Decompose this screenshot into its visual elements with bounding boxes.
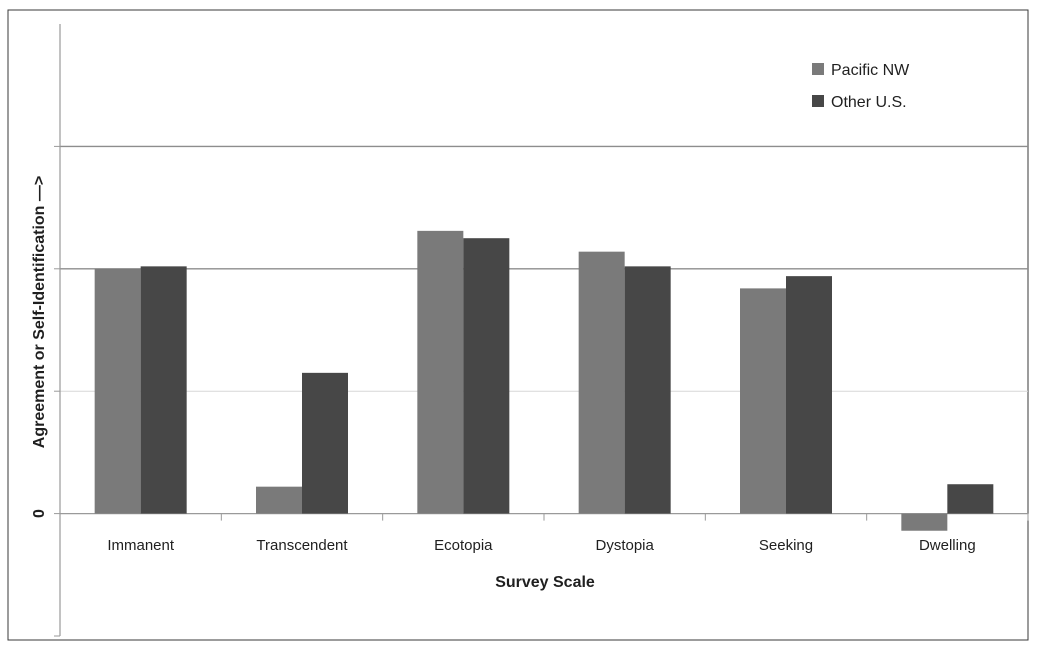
x-tick-label: Dwelling bbox=[919, 537, 976, 554]
bar-pacific-nw-immanent bbox=[94, 268, 141, 514]
legend-swatch bbox=[812, 63, 824, 75]
bar-pacific-nw-transcendent bbox=[256, 486, 302, 514]
x-axis-title: Survey Scale bbox=[495, 574, 595, 591]
x-tick-label: Ecotopia bbox=[434, 537, 493, 554]
y-tick-labels: 0 bbox=[31, 509, 48, 518]
x-tick-label: Seeking bbox=[759, 537, 813, 554]
x-tick-label: Transcendent bbox=[256, 537, 348, 554]
x-tick-label: Immanent bbox=[107, 537, 175, 554]
legend-label: Other U.S. bbox=[831, 94, 907, 111]
bar-pacific-nw-dystopia bbox=[578, 251, 625, 514]
bar-pacific-nw-ecotopia bbox=[417, 230, 464, 514]
axes bbox=[54, 24, 1029, 637]
bar-pacific-nw-dwelling bbox=[901, 513, 948, 531]
y-tick-label: 0 bbox=[31, 509, 48, 518]
legend-label: Pacific NW bbox=[831, 62, 910, 79]
legend: Pacific NW Other U.S. bbox=[812, 62, 910, 111]
y-axis-title: Agreement or Self-Identification —> bbox=[31, 176, 48, 448]
bars bbox=[94, 230, 994, 531]
bar-other-u-s--ecotopia bbox=[463, 238, 510, 514]
x-tick-labels: Immanent Transcendent Ecotopia Dystopia Seek… bbox=[107, 537, 975, 554]
gridlines bbox=[60, 145, 1028, 392]
bar-other-u-s--transcendent bbox=[302, 372, 348, 514]
bar-other-u-s--dystopia bbox=[624, 266, 671, 514]
bar-other-u-s--dwelling bbox=[947, 484, 994, 514]
x-tick-label: Dystopia bbox=[595, 537, 654, 554]
bar-other-u-s--immanent bbox=[140, 266, 187, 514]
bar-other-u-s--seeking bbox=[786, 276, 832, 514]
bar-pacific-nw-seeking bbox=[740, 288, 786, 514]
legend-swatch bbox=[812, 95, 824, 107]
